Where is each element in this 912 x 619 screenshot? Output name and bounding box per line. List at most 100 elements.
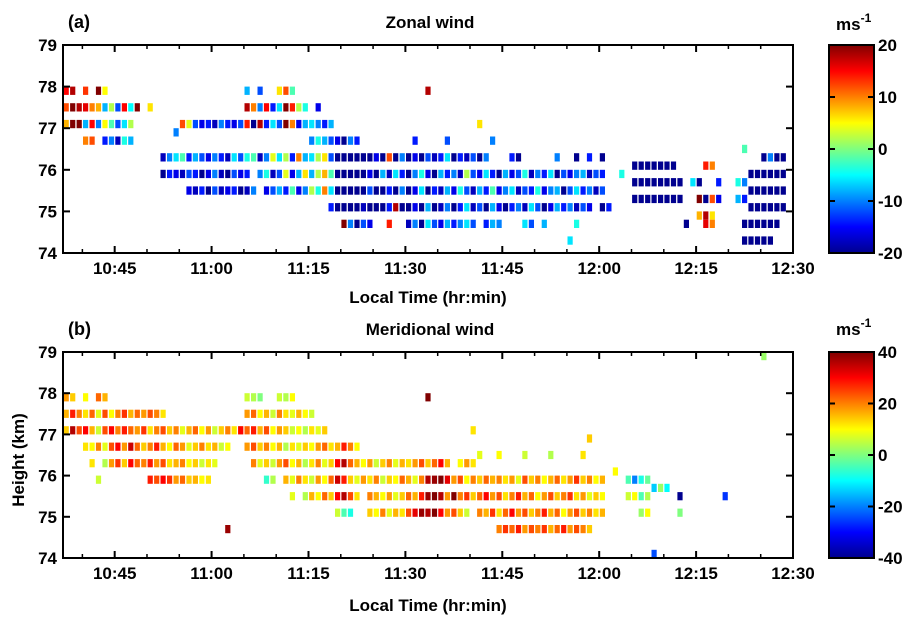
- heatmap-cell: [347, 153, 354, 162]
- heatmap-cell: [748, 236, 754, 245]
- heatmap-cell: [244, 393, 250, 402]
- y-tick-label: 75: [38, 508, 57, 527]
- heatmap-cell: [496, 525, 502, 534]
- heatmap-cell: [651, 549, 657, 558]
- heatmap-cell: [567, 169, 573, 179]
- heatmap-cell: [283, 393, 289, 402]
- heatmap-cell: [276, 409, 282, 418]
- heatmap-cell: [419, 475, 425, 484]
- heatmap-cell: [192, 459, 198, 468]
- heatmap-cell: [470, 426, 476, 435]
- heatmap-cell: [238, 153, 244, 162]
- heatmap-cell: [451, 203, 457, 212]
- heatmap-cell: [761, 203, 767, 212]
- heatmap-cell: [412, 219, 418, 228]
- heatmap-cell: [354, 169, 360, 179]
- heatmap-cell: [393, 153, 399, 162]
- heatmap-cell: [528, 525, 534, 534]
- heatmap-cell: [341, 442, 347, 451]
- heatmap-cell: [167, 459, 173, 468]
- heatmap-cell: [380, 492, 386, 501]
- panel-zonal-wind: (a) Zonal wind 10:45 11:00 11:15 11:30 11:45…: [38, 11, 903, 307]
- heatmap-cell: [419, 459, 425, 468]
- heatmap-cell: [380, 459, 386, 468]
- heatmap-cell: [367, 459, 373, 468]
- heatmap-cell: [154, 442, 160, 451]
- heatmap-cell: [490, 492, 496, 501]
- heatmap-cell: [173, 459, 179, 468]
- heatmap-cell: [283, 86, 289, 95]
- y-tick-label: 75: [38, 202, 57, 221]
- heatmap-cell: [425, 393, 431, 402]
- heatmap-cell: [535, 186, 541, 195]
- heatmap-cell: [160, 475, 166, 484]
- heatmap-cell: [89, 426, 95, 435]
- plot-frame-zonal: [62, 44, 794, 254]
- heatmap-cell: [70, 103, 76, 112]
- heatmap-cell: [580, 475, 586, 484]
- heatmap-cell: [522, 475, 528, 484]
- heatmap-cell: [315, 186, 321, 195]
- heatmap-cell: [522, 525, 528, 534]
- x-tick-label: 11:15: [287, 259, 330, 278]
- heatmap-cell: [574, 492, 580, 501]
- heatmap-cell: [121, 442, 127, 451]
- heatmap-cell: [625, 492, 631, 501]
- heatmap-cell: [586, 434, 593, 443]
- heatmap-cell: [302, 475, 308, 484]
- heatmap-cell: [535, 169, 541, 179]
- heatmap-cell: [108, 136, 115, 145]
- heatmap-cell: [289, 492, 295, 501]
- heatmap-cell: [554, 525, 560, 534]
- heatmap-cell: [464, 475, 470, 484]
- heatmap-cell: [509, 525, 515, 534]
- heatmap-cell: [548, 450, 554, 460]
- heatmap-cell: [173, 442, 179, 451]
- heatmap-cell: [199, 186, 205, 195]
- heatmap-cell: [160, 409, 166, 418]
- heatmap-cell: [574, 508, 580, 517]
- heatmap-cell: [496, 219, 502, 228]
- heatmap-cell: [509, 203, 515, 212]
- y-tick-label: 79: [38, 343, 57, 362]
- heatmap-cell: [154, 426, 160, 435]
- heatmap-cell: [464, 203, 470, 212]
- heatmap-cell: [218, 186, 224, 195]
- heatmap-cell: [548, 203, 554, 212]
- heatmap-cell: [347, 508, 354, 517]
- colorbar-unit-zonal: ms-1: [836, 11, 872, 34]
- heatmap-cell: [354, 492, 360, 501]
- heatmap-cell: [451, 475, 457, 484]
- heatmap-cell: [716, 178, 722, 187]
- heatmap-cell: [160, 153, 166, 162]
- heatmap-cell: [444, 492, 450, 501]
- colorbar-tick-label: -10: [878, 192, 903, 211]
- heatmap-cell: [477, 153, 483, 162]
- colorbar-tick-label: 0: [878, 446, 887, 465]
- heatmap-cell: [645, 178, 651, 187]
- heatmap-cell: [134, 442, 140, 451]
- colorbar-tick-label: 40: [878, 343, 897, 362]
- heatmap-cell: [496, 492, 502, 501]
- heatmap-cell: [89, 119, 95, 129]
- heatmap-cell: [309, 442, 315, 451]
- heatmap-cell: [632, 475, 638, 484]
- heatmap-cell: [664, 178, 670, 187]
- heatmap-cell: [561, 525, 567, 534]
- heatmap-cell: [173, 169, 179, 179]
- heatmap-cell: [483, 169, 489, 179]
- heatmap-cell: [108, 409, 115, 418]
- heatmap-cell: [561, 508, 567, 517]
- heatmap-cell: [251, 459, 257, 468]
- heatmap-cell: [619, 169, 625, 179]
- heatmap-cell: [147, 103, 153, 112]
- heatmap-cell: [121, 119, 127, 129]
- heatmap-cell: [134, 409, 140, 418]
- heatmap-cell: [412, 475, 418, 484]
- heatmap-cell: [502, 508, 509, 517]
- heatmap-cell: [322, 459, 328, 468]
- heatmap-cell: [115, 459, 121, 468]
- heatmap-cell: [431, 203, 438, 212]
- heatmap-cell: [251, 119, 257, 129]
- heatmap-cell: [76, 426, 82, 435]
